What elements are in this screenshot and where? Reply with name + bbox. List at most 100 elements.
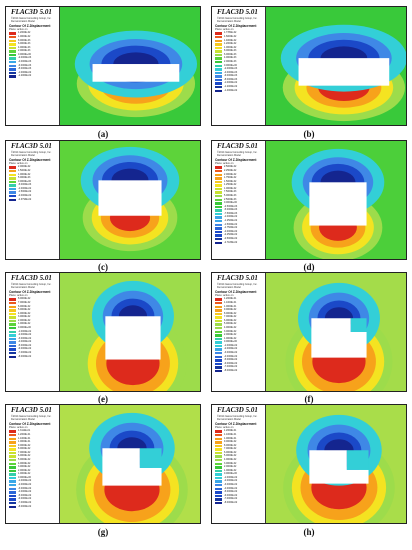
legend-swatch [215,319,222,323]
legend-value: 5.0000E-02 [224,454,237,458]
legend-value: -1.0000E-02 [18,186,32,190]
legend-entry: -4.0000E-02 [215,355,263,359]
legend-entry: 6.0000E-02 [215,319,263,323]
legend-value: 1.2000E-02 [224,42,237,46]
legend-swatch [215,237,222,241]
legend-entry: 0.0000E+00 [9,476,57,480]
contour-panel: FLAC3D 5.01 ©2014 Itasca Consulting Group… [211,6,407,126]
legend-entry: 1.6000E-02 [215,35,263,39]
legend-swatch [9,487,16,491]
legend-value: -8.0000E-02 [18,504,32,508]
legend-value: -7.5000E-03 [224,211,238,215]
legend-value: 0.0000E+00 [18,179,31,183]
legend-entry: 0.0000E+00 [9,53,57,57]
legend-swatch [215,216,222,219]
legend-entry: -2.0000E-02 [9,483,57,487]
legend-swatch [215,433,222,437]
legend-swatch [215,64,222,67]
legend-value: -1.0000E-02 [224,343,238,347]
legend-value: 1.0000E-01 [224,436,237,440]
legend-value: -3.0000E-02 [224,351,238,355]
legend-entry: 2.2500E-02 [215,169,263,173]
legend-swatch [215,86,222,89]
legend-swatch [9,198,16,201]
legend-entry: 5.0000E-02 [215,322,263,326]
legend-value: -2.0000E-02 [224,229,238,233]
legend-value: 2.0000E-03 [18,49,31,53]
legend-swatch [215,437,222,440]
legend-entry: 4.0000E-02 [215,458,263,462]
legend-entry: 0.0000E+00 [215,340,263,344]
legend-value: -6.0000E-03 [18,63,32,67]
legend-entry: 2.0000E-03 [9,49,57,53]
legend-value: -5.0000E-02 [224,490,238,494]
legend-value: 5.0000E-02 [18,308,31,312]
legend-value: -5.0000E-03 [224,208,238,212]
legend-swatch [9,173,16,176]
legend-swatch [215,441,222,444]
legend-swatch [215,180,222,184]
software-title: FLAC3D 5.01 [11,8,52,16]
legend-entry: 5.0000E-02 [9,458,57,462]
legend-value: -6.0000E-02 [18,497,32,501]
legend-value: -2.0000E-03 [18,56,32,60]
legend-scale: 1.3112E-01 1.2000E-01 1.1000E-01 1.0000E-01… [9,429,57,509]
legend-entry: 4.0000E-02 [9,312,57,316]
legend-entry: 3.0000E-02 [9,465,57,469]
excavation-opening [298,58,390,86]
legend-value: -8.0000E-03 [224,77,238,81]
legend-swatch [9,355,16,359]
legend-value: -2.0000E-03 [224,67,238,71]
legend-swatch [9,437,16,440]
legend-entry: -4.0000E-02 [215,487,263,491]
legend-entry: 3.0000E-02 [9,315,57,319]
legend-entry: -1.4000E-02 [215,89,263,93]
legend-entry: 2.0000E-02 [9,319,57,323]
legend-value: -8.0000E-02 [224,500,238,504]
legend-swatch [215,177,222,180]
contour-plot [60,7,200,125]
legend-value: 1.3112E-01 [18,429,31,433]
panel-caption: (e) [98,394,108,404]
legend-value: 1.2000E-02 [18,31,31,35]
copyright-line: ©2014 Itasca Consulting Group, Inc. [11,17,52,20]
legend-swatch [215,195,222,198]
legend-value: 1.0000E-02 [18,322,31,326]
legend-value: 8.0000E-02 [18,447,31,451]
contour-plot [60,405,200,523]
legend-entry: 2.0000E-02 [215,333,263,337]
legend-swatch [9,309,16,312]
legend-entry: -8.0000E-02 [9,355,57,359]
legend-swatch [9,344,16,348]
legend-entry: -7.5000E-03 [215,211,263,216]
legend-entry: 1.0000E-01 [215,305,263,308]
legend-swatch [215,173,222,176]
legend-value: 1.5000E-02 [224,179,237,183]
legend-value: 1.2000E-01 [224,297,237,301]
legend-value: 1.0000E-02 [18,472,31,476]
contour-panel: FLAC3D 5.01 ©2014 Itasca Consulting Group… [5,140,201,260]
excavation-opening [309,182,367,226]
legend-value: -1.2000E-02 [18,74,32,78]
legend-value: -4.0000E-03 [18,60,32,64]
plane-label: Plane: active on [215,162,234,165]
legend-value: 8.0000E-03 [224,49,237,53]
legend-entry: 7.0000E-02 [215,447,263,451]
legend-value: 6.0000E-02 [224,450,237,454]
legend-swatch [215,241,222,244]
legend-entry: -6.0000E-03 [9,64,57,67]
legend-swatch [9,337,16,341]
legend-entry: -2.0000E-03 [215,67,263,71]
legend-swatch [9,57,16,60]
legend-swatch [9,195,16,198]
legend-entry: 7.0000E-02 [215,315,263,319]
legend-swatch [9,323,16,326]
copyright-line: ©2014 Itasca Consulting Group, Inc. [11,151,52,154]
panel-caption: (a) [97,129,109,139]
legend-swatch [215,35,222,39]
legend-value: 9.0000E-02 [18,443,31,447]
legend-entry: 1.4000E-02 [215,39,263,42]
legend-value: 1.1000E-01 [224,432,237,436]
legend-entry: -7.0000E-02 [9,501,57,505]
legend-entry: -2.0000E-02 [9,194,57,198]
